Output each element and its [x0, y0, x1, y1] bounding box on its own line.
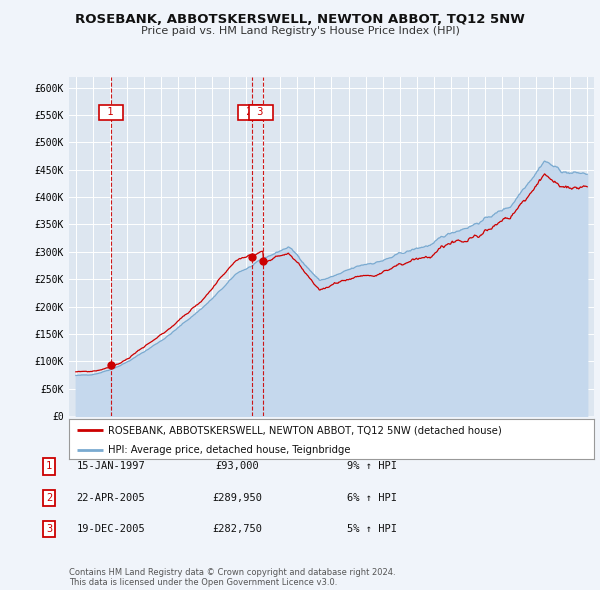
Text: 9% ↑ HPI: 9% ↑ HPI [347, 461, 397, 471]
Text: 3: 3 [251, 107, 270, 117]
Text: 19-DEC-2005: 19-DEC-2005 [77, 524, 145, 534]
Text: 5% ↑ HPI: 5% ↑ HPI [347, 524, 397, 534]
Text: 3: 3 [46, 524, 52, 534]
Text: Price paid vs. HM Land Registry's House Price Index (HPI): Price paid vs. HM Land Registry's House … [140, 26, 460, 36]
Text: ROSEBANK, ABBOTSKERSWELL, NEWTON ABBOT, TQ12 5NW (detached house): ROSEBANK, ABBOTSKERSWELL, NEWTON ABBOT, … [109, 425, 502, 435]
Text: 2: 2 [241, 107, 259, 117]
Text: 1: 1 [101, 107, 120, 117]
Text: £93,000: £93,000 [215, 461, 259, 471]
Text: 2: 2 [46, 493, 52, 503]
Text: £289,950: £289,950 [212, 493, 262, 503]
Text: 22-APR-2005: 22-APR-2005 [77, 493, 145, 503]
Text: 6% ↑ HPI: 6% ↑ HPI [347, 493, 397, 503]
Text: £282,750: £282,750 [212, 524, 262, 534]
Text: Contains HM Land Registry data © Crown copyright and database right 2024.
This d: Contains HM Land Registry data © Crown c… [69, 568, 395, 587]
Text: 1: 1 [46, 461, 52, 471]
Text: HPI: Average price, detached house, Teignbridge: HPI: Average price, detached house, Teig… [109, 445, 351, 455]
Text: 15-JAN-1997: 15-JAN-1997 [77, 461, 145, 471]
Text: ROSEBANK, ABBOTSKERSWELL, NEWTON ABBOT, TQ12 5NW: ROSEBANK, ABBOTSKERSWELL, NEWTON ABBOT, … [75, 13, 525, 26]
